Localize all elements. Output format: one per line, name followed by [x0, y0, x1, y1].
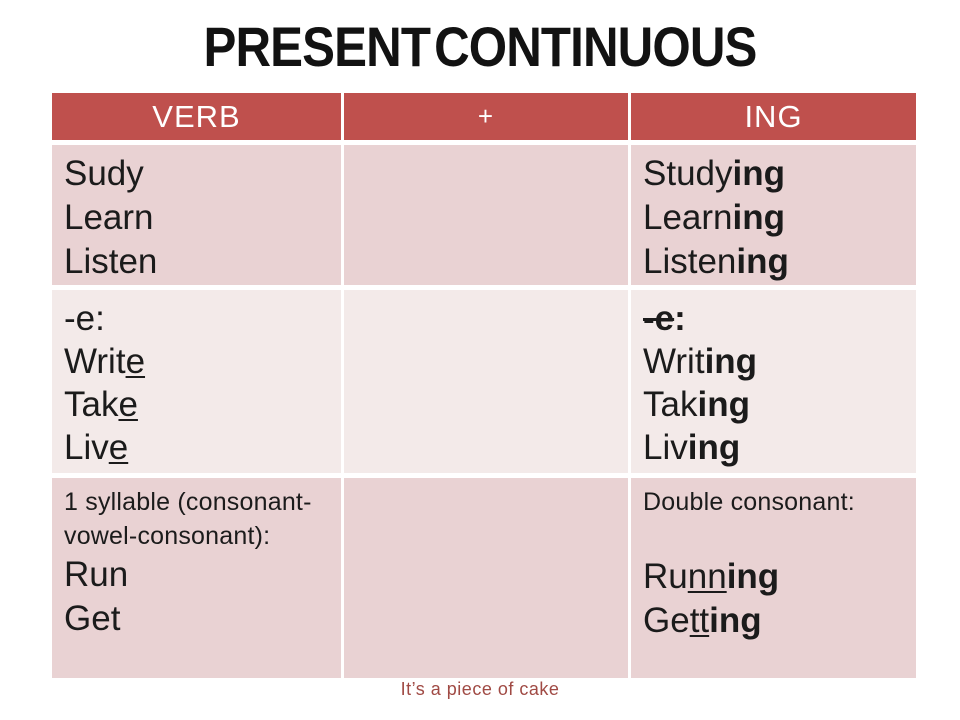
text-segment: -e: — [64, 299, 105, 338]
text-segment: Tak — [64, 385, 119, 424]
text-line: Studying — [643, 152, 910, 196]
text-line: -e: — [64, 297, 335, 340]
ing-cell-row2: -e: Writing Taking Living — [631, 290, 916, 473]
rule-note: Double consonant: — [643, 485, 910, 519]
text-segment: Study — [643, 154, 733, 193]
text-segment: Writ — [643, 342, 705, 381]
doubled-consonant: tt — [689, 601, 710, 640]
text-segment: Writ — [64, 342, 126, 381]
plus-cell-row1 — [344, 145, 628, 285]
text-line: Take — [64, 383, 335, 426]
ing-suffix: ing — [726, 557, 780, 596]
table-header-plus: + — [344, 93, 628, 140]
text-segment: Tak — [643, 385, 698, 424]
text-line: Learn — [64, 196, 335, 240]
slide-footer-tagline: It’s a piece of cake — [400, 679, 560, 699]
struck-e: -e — [643, 299, 675, 338]
text-segment: Learn — [643, 198, 733, 237]
text-segment: : — [674, 299, 686, 338]
text-segment: Learn — [64, 198, 154, 237]
ing-suffix: ing — [736, 242, 789, 281]
text-segment: Liv — [64, 428, 109, 467]
ing-suffix: ing — [709, 601, 762, 640]
text-line: Run — [64, 553, 335, 597]
ing-cell-row3: Double consonant: Running Getting — [631, 478, 916, 678]
text-segment: Ru — [643, 557, 688, 596]
verb-cell-row1: Sudy Learn Listen — [52, 145, 341, 285]
text-line: Getting — [643, 599, 910, 643]
doubled-consonant: nn — [687, 557, 727, 596]
text-line: Listen — [64, 240, 335, 284]
text-segment: Listen — [64, 242, 158, 281]
ing-suffix: ing — [704, 342, 758, 381]
text-line: -e: — [643, 297, 910, 340]
table-header-ing: ING — [631, 93, 916, 140]
text-segment: Get — [64, 599, 121, 638]
text-segment: Run — [64, 555, 129, 594]
ing-suffix: ing — [697, 385, 750, 424]
text-line: Write — [64, 340, 335, 383]
text-line: Taking — [643, 383, 910, 426]
text-segment: 1 syllable (consonant-vowel-consonant): — [64, 488, 312, 550]
ing-suffix: ing — [732, 198, 786, 237]
ing-suffix: ing — [732, 154, 785, 193]
text-segment: Sudy — [64, 154, 144, 193]
text-segment: Double consonant: — [643, 488, 855, 516]
ing-cell-row1: Studying Learning Listening — [631, 145, 916, 285]
plus-cell-row3 — [344, 478, 628, 678]
text-segment: Ge — [643, 601, 690, 640]
text-segment: Liv — [643, 428, 688, 467]
verb-cell-row3: 1 syllable (consonant-vowel-consonant): … — [52, 478, 341, 678]
slide-title: PRESENT CONTINUOUS — [203, 15, 757, 78]
text-line: Live — [64, 426, 335, 469]
underlined-letter: e — [118, 385, 138, 424]
text-line: Living — [643, 426, 910, 469]
plus-cell-row2 — [344, 290, 628, 473]
text-line: Sudy — [64, 152, 335, 196]
conjugation-table: VERB + ING Sudy Learn Listen Studying Le… — [52, 93, 916, 678]
underlined-letter: e — [125, 342, 146, 381]
rule-note: 1 syllable (consonant-vowel-consonant): — [64, 485, 335, 553]
underlined-letter: e — [108, 428, 129, 467]
text-line: Learning — [643, 196, 910, 240]
table-header-verb: VERB — [52, 93, 341, 140]
text-segment: Listen — [643, 242, 737, 281]
verb-cell-row2: -e: Write Take Live — [52, 290, 341, 473]
text-line: Listening — [643, 240, 910, 284]
text-line: Writing — [643, 340, 910, 383]
text-line: Running — [643, 555, 910, 599]
ing-suffix: ing — [687, 428, 741, 467]
text-line: Get — [64, 597, 335, 641]
